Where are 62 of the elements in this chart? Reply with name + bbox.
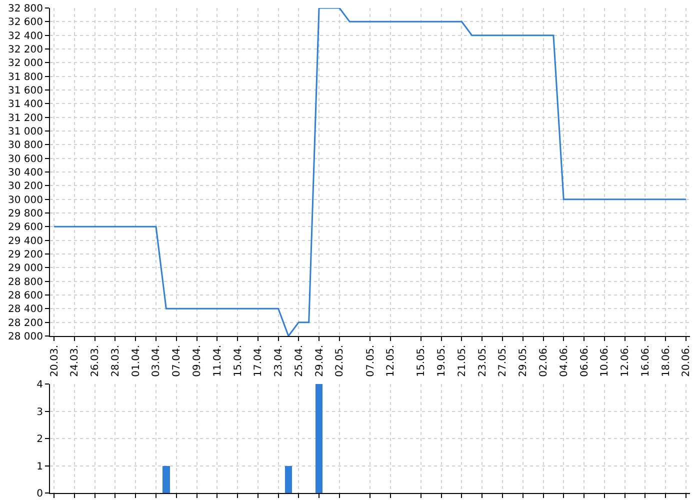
x-tick-label: 29.04. <box>314 345 326 377</box>
x-tick-label: 09.04. <box>192 345 203 377</box>
line-series <box>53 8 687 336</box>
x-tick-label: 16.06. <box>640 345 652 377</box>
x-tick-label: 06.06. <box>579 345 590 377</box>
y-tick-label: 31 600 <box>8 86 43 96</box>
x-tick-label: 26.03. <box>90 345 102 377</box>
y-tick-label: 31 200 <box>8 112 43 124</box>
x-tick-label: 23.04. <box>274 345 285 377</box>
y-tick-label: 1 <box>36 461 43 472</box>
y-tick-label: 30 600 <box>8 154 43 165</box>
y-tick-label: 32 600 <box>8 17 43 28</box>
x-tick-label: 15.05. <box>416 345 428 377</box>
y-tick-label: 29 000 <box>8 263 43 274</box>
x-tick-label: 27.05. <box>498 345 509 377</box>
x-tick-label: 02.06. <box>538 345 550 377</box>
y-tick-label: 30 000 <box>8 194 43 206</box>
y-tick-label: 30 400 <box>8 168 43 178</box>
x-tick-label: 24.03. <box>70 345 81 377</box>
x-tick-label: 01.04. <box>130 345 142 377</box>
x-tick-label: 28.03. <box>110 345 122 377</box>
x-tick-label: 12.05. <box>386 345 397 377</box>
y-tick-label: 31 400 <box>8 99 43 110</box>
y-tick-label: 2 <box>36 434 43 445</box>
y-tick-label: 30 200 <box>8 181 43 192</box>
y-tick-label: 32 200 <box>8 44 43 56</box>
x-tick-label: 03.04. <box>151 345 162 377</box>
y-tick-label: 29 200 <box>8 250 43 260</box>
x-tick-label: 07.04. <box>172 345 183 377</box>
y-tick-label: 29 800 <box>8 208 43 220</box>
x-tick-label: 04.06. <box>558 345 570 377</box>
y-tick-label: 28 200 <box>8 318 43 329</box>
y-tick-label: 28 600 <box>8 290 43 302</box>
y-tick-label: 32 400 <box>8 30 43 42</box>
x-tick-label: 20.06. <box>681 345 692 377</box>
y-tick-label: 32 000 <box>8 58 43 70</box>
x-tick-label: 25.04. <box>294 345 305 377</box>
y-tick-label: 30 800 <box>8 140 43 152</box>
x-tick-label: 29.05. <box>518 345 530 377</box>
x-tick-label: 18.06. <box>660 345 672 377</box>
x-tick-label: 07.05. <box>365 345 376 377</box>
x-tick-label: 20.03. <box>49 345 60 377</box>
x-tick-label: 17.04. <box>253 345 264 377</box>
y-tick-label: 28 400 <box>8 304 43 316</box>
y-tick-label: 4 <box>36 380 43 390</box>
y-tick-label: 31 000 <box>8 126 43 138</box>
y-tick-label: 29 400 <box>8 236 43 247</box>
x-tick-label: 10.06. <box>600 345 611 377</box>
x-tick-label: 11.04. <box>212 345 224 377</box>
y-tick-label: 3 <box>36 406 43 418</box>
x-tick-label: 21.05. <box>456 345 468 377</box>
y-tick-label: 31 800 <box>8 72 43 83</box>
x-tick-label: 02.05. <box>334 345 346 377</box>
x-tick-label: 15.04. <box>232 345 244 377</box>
x-tick-label: 23.05. <box>477 345 488 377</box>
x-tick-label: 12.06. <box>620 345 632 377</box>
y-tick-label: 0 <box>36 488 43 500</box>
x-tick-label: 19.05. <box>436 345 448 377</box>
y-tick-label: 28 800 <box>8 276 43 288</box>
y-tick-label: 28 000 <box>8 332 43 342</box>
y-tick-label: 32 800 <box>8 4 43 14</box>
y-tick-label: 29 600 <box>8 222 43 234</box>
